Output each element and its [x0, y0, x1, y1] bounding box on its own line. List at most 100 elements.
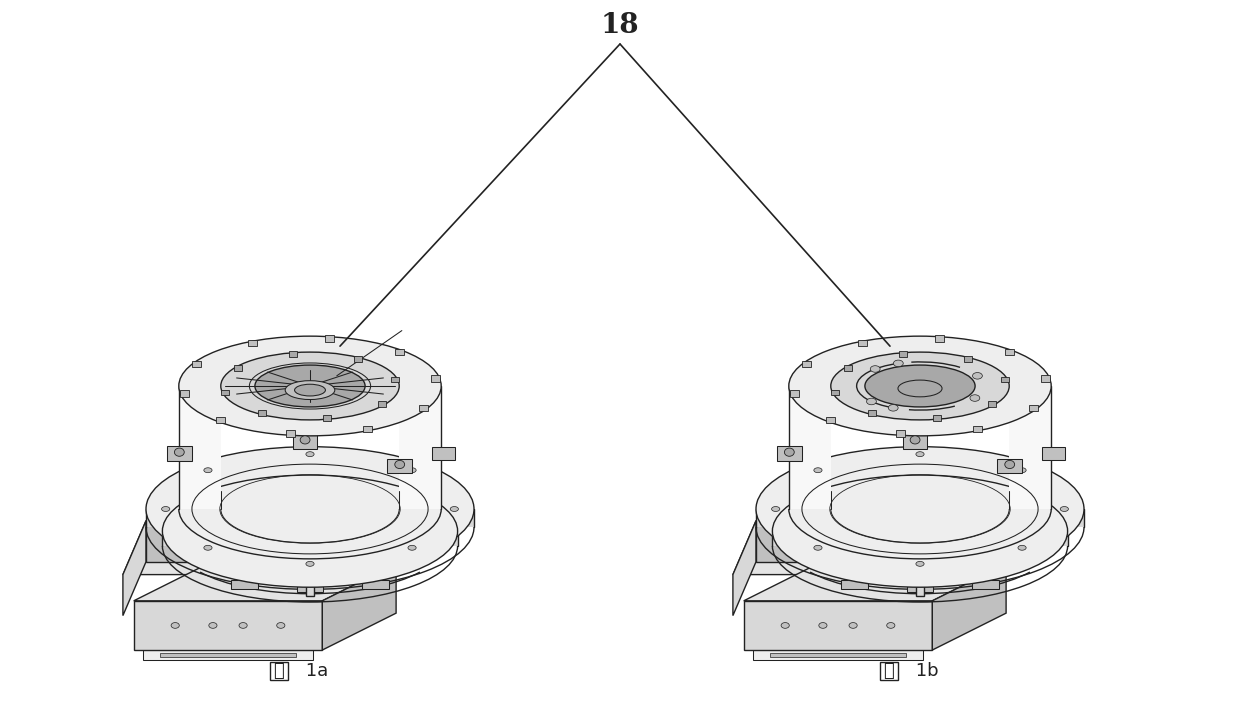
Ellipse shape — [277, 623, 285, 628]
Polygon shape — [123, 521, 146, 615]
Ellipse shape — [239, 623, 247, 628]
Polygon shape — [363, 426, 372, 432]
Ellipse shape — [842, 539, 851, 544]
Polygon shape — [293, 434, 317, 449]
Ellipse shape — [254, 527, 262, 532]
Ellipse shape — [203, 545, 212, 550]
Polygon shape — [306, 527, 314, 596]
Polygon shape — [179, 386, 221, 509]
Polygon shape — [222, 389, 229, 396]
Ellipse shape — [773, 475, 1068, 587]
Ellipse shape — [864, 365, 975, 407]
Polygon shape — [322, 564, 396, 650]
Ellipse shape — [813, 545, 822, 550]
Polygon shape — [396, 349, 404, 355]
Ellipse shape — [970, 395, 980, 401]
Polygon shape — [192, 361, 201, 367]
Ellipse shape — [888, 405, 898, 411]
Polygon shape — [232, 581, 258, 588]
Polygon shape — [733, 521, 936, 574]
Polygon shape — [868, 411, 875, 416]
Polygon shape — [1029, 405, 1038, 411]
Polygon shape — [167, 446, 192, 461]
Polygon shape — [851, 527, 858, 581]
Ellipse shape — [295, 384, 325, 396]
Polygon shape — [325, 335, 335, 342]
Ellipse shape — [821, 527, 828, 532]
Ellipse shape — [1018, 545, 1027, 550]
Polygon shape — [419, 405, 428, 411]
FancyBboxPatch shape — [880, 662, 898, 680]
Polygon shape — [180, 390, 188, 397]
Text: 18: 18 — [600, 12, 640, 39]
Polygon shape — [916, 527, 924, 596]
Ellipse shape — [756, 447, 1084, 571]
Ellipse shape — [781, 623, 790, 628]
Ellipse shape — [221, 352, 399, 420]
Polygon shape — [399, 386, 441, 509]
Polygon shape — [306, 530, 314, 584]
Polygon shape — [756, 521, 936, 562]
Polygon shape — [903, 434, 928, 449]
Ellipse shape — [161, 506, 170, 511]
Polygon shape — [906, 584, 934, 592]
Ellipse shape — [203, 468, 212, 473]
Polygon shape — [932, 564, 1006, 650]
FancyBboxPatch shape — [270, 662, 288, 680]
Polygon shape — [744, 564, 1006, 601]
Polygon shape — [844, 365, 852, 371]
Ellipse shape — [887, 623, 895, 628]
Polygon shape — [134, 564, 396, 601]
Ellipse shape — [818, 623, 827, 628]
Polygon shape — [134, 601, 322, 650]
Ellipse shape — [211, 527, 218, 532]
Polygon shape — [285, 430, 295, 437]
Polygon shape — [826, 417, 835, 423]
Polygon shape — [362, 581, 388, 588]
Polygon shape — [1001, 376, 1008, 382]
Polygon shape — [258, 411, 265, 416]
Polygon shape — [378, 401, 386, 407]
Ellipse shape — [1060, 506, 1069, 511]
Text: 1b: 1b — [910, 662, 939, 680]
Polygon shape — [146, 521, 326, 562]
Polygon shape — [355, 356, 362, 362]
Polygon shape — [146, 509, 474, 527]
Ellipse shape — [785, 448, 795, 457]
Polygon shape — [934, 415, 941, 421]
Polygon shape — [123, 521, 326, 574]
Ellipse shape — [867, 398, 877, 405]
Ellipse shape — [300, 436, 310, 444]
Polygon shape — [1006, 349, 1014, 355]
Polygon shape — [753, 650, 923, 660]
Ellipse shape — [831, 352, 1009, 420]
Ellipse shape — [1004, 460, 1014, 469]
Ellipse shape — [255, 365, 365, 407]
Ellipse shape — [285, 381, 335, 400]
Polygon shape — [770, 652, 906, 657]
Polygon shape — [988, 401, 996, 407]
Polygon shape — [756, 509, 1084, 527]
Text: 图: 图 — [884, 662, 894, 680]
Ellipse shape — [916, 562, 924, 566]
Ellipse shape — [408, 545, 417, 550]
Polygon shape — [1042, 447, 1065, 460]
Polygon shape — [832, 389, 838, 396]
Polygon shape — [432, 375, 440, 381]
Ellipse shape — [910, 436, 920, 444]
Polygon shape — [973, 426, 982, 432]
Polygon shape — [841, 581, 868, 588]
Ellipse shape — [771, 506, 780, 511]
Ellipse shape — [408, 468, 417, 473]
Ellipse shape — [146, 447, 474, 571]
Polygon shape — [899, 351, 906, 357]
Polygon shape — [241, 527, 248, 581]
Polygon shape — [391, 376, 398, 382]
Ellipse shape — [208, 623, 217, 628]
Ellipse shape — [306, 452, 314, 457]
Ellipse shape — [179, 336, 441, 436]
Ellipse shape — [813, 468, 822, 473]
Ellipse shape — [870, 366, 880, 372]
Polygon shape — [162, 531, 458, 546]
Ellipse shape — [175, 448, 185, 457]
